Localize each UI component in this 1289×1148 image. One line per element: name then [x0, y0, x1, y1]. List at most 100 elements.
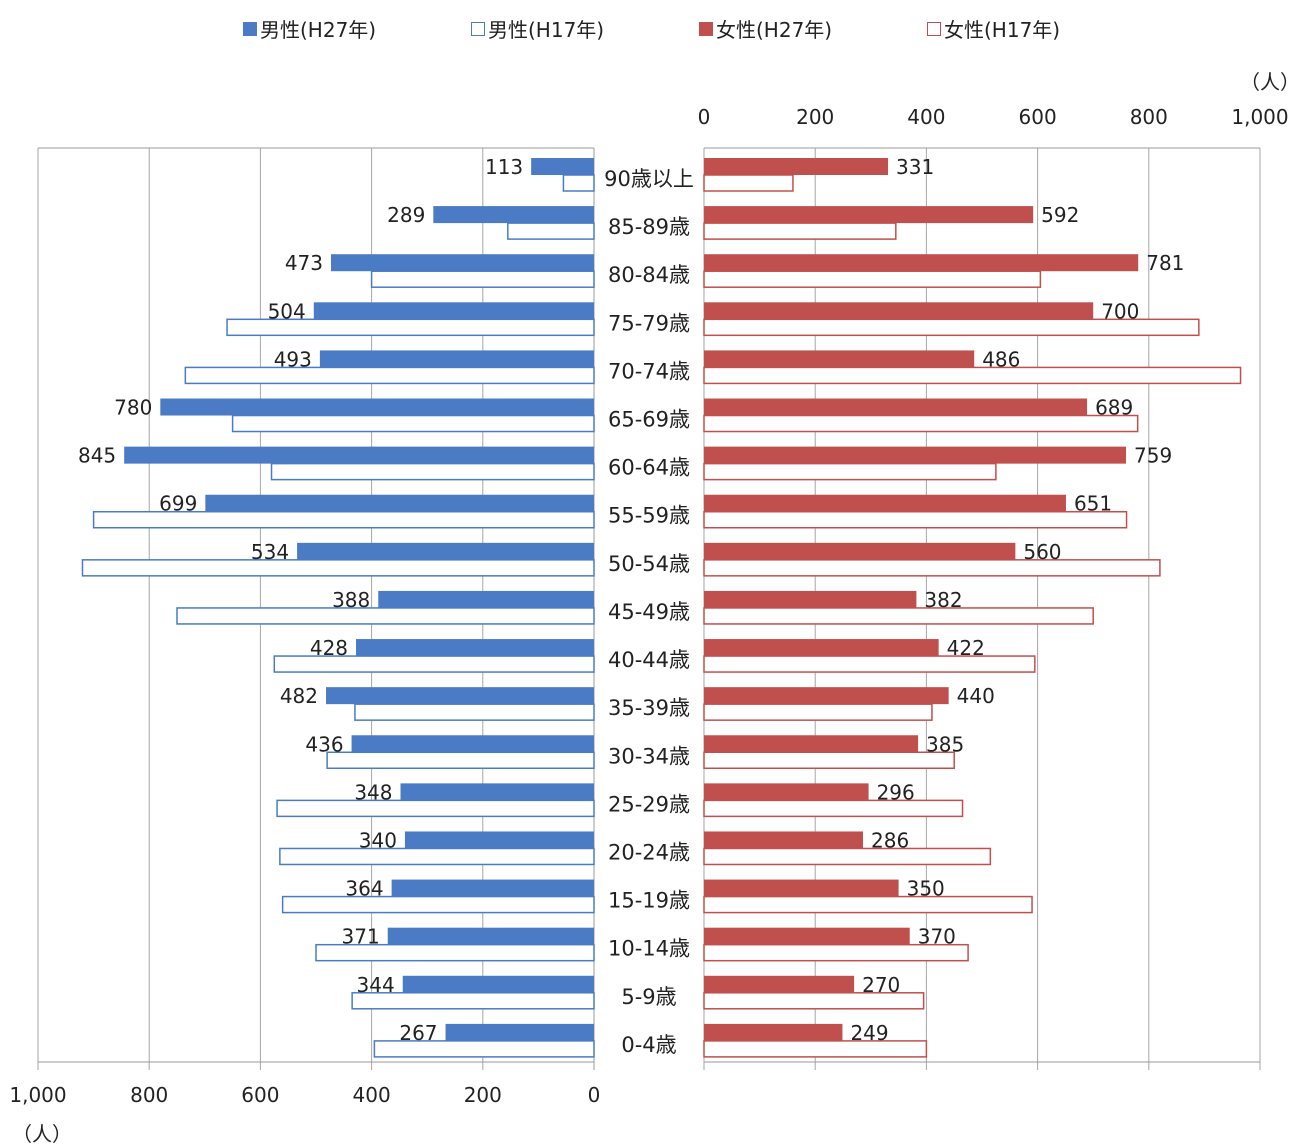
bar-female-h27 — [704, 302, 1094, 320]
bar-male-h17 — [273, 655, 595, 673]
bar-female-h27 — [704, 975, 855, 993]
data-label-male-h27: 340 — [359, 828, 397, 852]
legend-label-female-h17: 女性(H17年) — [944, 18, 1061, 42]
bar-male-h17 — [281, 895, 595, 914]
x-tick-label-right: 800 — [1130, 105, 1168, 129]
bar-female-h27 — [704, 206, 1034, 224]
category-label: 50-54歳 — [608, 552, 690, 576]
category-label: 0-4歳 — [621, 1033, 676, 1057]
category-label: 55-59歳 — [608, 504, 690, 528]
legend-swatch-female-h17 — [927, 21, 941, 36]
data-label-male-h27: 493 — [274, 347, 312, 371]
bar-male-h27 — [319, 350, 594, 368]
bar-male-h17 — [276, 799, 595, 818]
bar-female-h17 — [703, 462, 997, 481]
bar-female-h27 — [704, 158, 889, 175]
bar-male-h27 — [387, 927, 594, 945]
bar-female-h17 — [703, 655, 1036, 673]
x-tick-label-right: 1,000 — [1231, 105, 1288, 129]
bar-female-h27 — [704, 687, 949, 705]
data-label-female-h27: 560 — [1023, 540, 1061, 564]
category-label: 90歳以上 — [604, 167, 694, 191]
data-label-female-h27: 331 — [896, 155, 934, 179]
bar-female-h27 — [704, 494, 1066, 512]
legend-swatch-male-h17 — [471, 21, 485, 36]
data-label-female-h27: 385 — [926, 732, 964, 756]
data-label-male-h27: 388 — [332, 588, 370, 612]
x-tick-label-left: 600 — [241, 1083, 279, 1107]
bar-male-h27 — [402, 975, 594, 993]
bar-female-h17 — [703, 847, 992, 866]
bar-female-h17 — [703, 366, 1242, 385]
bar-female-h17 — [703, 414, 1139, 433]
bar-male-h27 — [391, 879, 594, 897]
bar-female-h17 — [703, 510, 1128, 529]
category-label: 60-64歳 — [608, 456, 690, 480]
data-label-male-h27: 289 — [387, 203, 425, 227]
legend-label-male-h17: 男性(H17年) — [488, 18, 605, 42]
legend-label-male-h27: 男性(H27年) — [260, 18, 377, 42]
data-label-female-h27: 781 — [1146, 251, 1184, 275]
category-label: 35-39歳 — [608, 696, 690, 720]
legend-item-female-h27: 女性(H27年) — [699, 14, 832, 43]
bar-female-h27 — [704, 254, 1139, 272]
bar-male-h27 — [531, 158, 594, 175]
bar-male-h27 — [356, 639, 594, 657]
category-label: 75-79歳 — [608, 311, 690, 335]
bar-male-h17 — [270, 462, 595, 481]
x-tick-label-left: 400 — [353, 1083, 391, 1107]
bar-female-h27 — [704, 927, 910, 945]
bar-female-h17 — [703, 270, 1042, 288]
bar-male-h27 — [313, 302, 594, 320]
category-label: 65-69歳 — [608, 408, 690, 432]
bar-male-h17 — [370, 270, 595, 288]
bar-female-h27 — [704, 735, 919, 753]
bar-male-h27 — [205, 494, 594, 512]
category-label: 70-74歳 — [608, 359, 690, 383]
category-label: 30-34歳 — [608, 744, 690, 768]
data-label-male-h27: 267 — [399, 1021, 437, 1045]
data-label-male-h27: 371 — [342, 925, 380, 949]
legend-label-female-h27: 女性(H27年) — [716, 18, 833, 42]
legend-item-male-h27: 男性(H27年) — [243, 14, 376, 43]
bar-female-h27 — [704, 783, 869, 801]
bar-female-h27 — [704, 879, 899, 897]
data-label-male-h27: 699 — [159, 492, 197, 516]
bar-male-h17 — [351, 992, 595, 1010]
data-label-female-h27: 350 — [907, 877, 945, 901]
data-label-female-h27: 382 — [924, 588, 962, 612]
bar-female-h27 — [704, 590, 917, 608]
category-label: 25-29歳 — [608, 792, 690, 816]
bar-male-h17 — [176, 607, 595, 625]
bar-female-h17 — [703, 895, 1033, 914]
bar-male-h27 — [331, 254, 594, 272]
bar-male-h27 — [326, 687, 594, 705]
data-label-female-h27: 286 — [871, 828, 909, 852]
data-label-female-h27: 689 — [1095, 396, 1133, 420]
bar-male-h27 — [297, 542, 594, 560]
bar-male-h17 — [354, 703, 595, 721]
bar-female-h17 — [703, 703, 933, 721]
data-label-male-h27: 473 — [285, 251, 323, 275]
category-label: 80-84歳 — [608, 263, 690, 287]
data-label-male-h27: 436 — [305, 732, 343, 756]
bar-female-h27 — [704, 350, 975, 368]
bar-male-h17 — [226, 318, 595, 337]
x-tick-label-left: 0 — [588, 1083, 601, 1107]
bar-male-h17 — [326, 751, 595, 770]
bar-male-h27 — [445, 1023, 594, 1041]
bar-male-h27 — [404, 831, 594, 849]
bar-female-h17 — [703, 751, 955, 770]
unit-label-right: （人） — [1240, 70, 1289, 94]
bar-female-h17 — [703, 1040, 928, 1058]
x-tick-label-left: 1,000 — [9, 1083, 66, 1107]
category-label: 85-89歳 — [608, 215, 690, 239]
bar-male-h27 — [400, 783, 594, 801]
data-label-female-h27: 440 — [957, 684, 995, 708]
category-label: 40-44歳 — [608, 648, 690, 672]
bar-female-h27 — [704, 639, 939, 657]
data-label-male-h27: 780 — [114, 396, 152, 420]
legend-swatch-male-h27 — [243, 21, 257, 36]
bar-male-h17 — [279, 847, 595, 866]
